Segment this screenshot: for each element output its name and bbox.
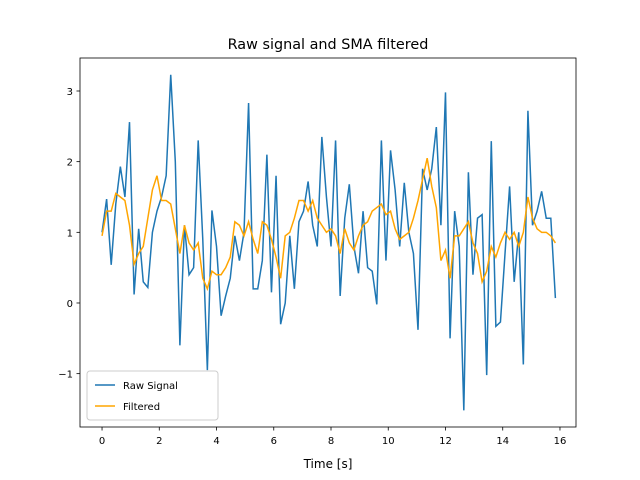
- x-tick-label: 4: [213, 436, 219, 447]
- y-tick-label: 2: [67, 158, 73, 169]
- x-tick-label: 14: [496, 436, 509, 447]
- x-tick-label: 0: [99, 436, 105, 447]
- legend-label: Filtered: [123, 402, 160, 413]
- chart-title: Raw signal and SMA filtered: [228, 37, 429, 53]
- plot-frame: [79, 57, 577, 428]
- x-tick-label: 10: [382, 436, 395, 447]
- y-tick-label: −1: [58, 370, 73, 381]
- y-tick-label: 1: [67, 228, 73, 239]
- legend-label: Raw Signal: [123, 381, 178, 392]
- y-tick-label: 0: [67, 299, 73, 310]
- x-axis-label: Time [s]: [303, 457, 353, 471]
- x-tick-label: 16: [554, 436, 567, 447]
- x-tick-label: 6: [271, 436, 277, 447]
- legend-box: [86, 370, 219, 421]
- x-tick-label: 8: [328, 436, 334, 447]
- x-tick-label: 2: [156, 436, 162, 447]
- x-tick-label: 12: [439, 436, 452, 447]
- line-series: [101, 74, 557, 411]
- y-tick-label: 3: [67, 87, 73, 98]
- line-series: [101, 157, 557, 292]
